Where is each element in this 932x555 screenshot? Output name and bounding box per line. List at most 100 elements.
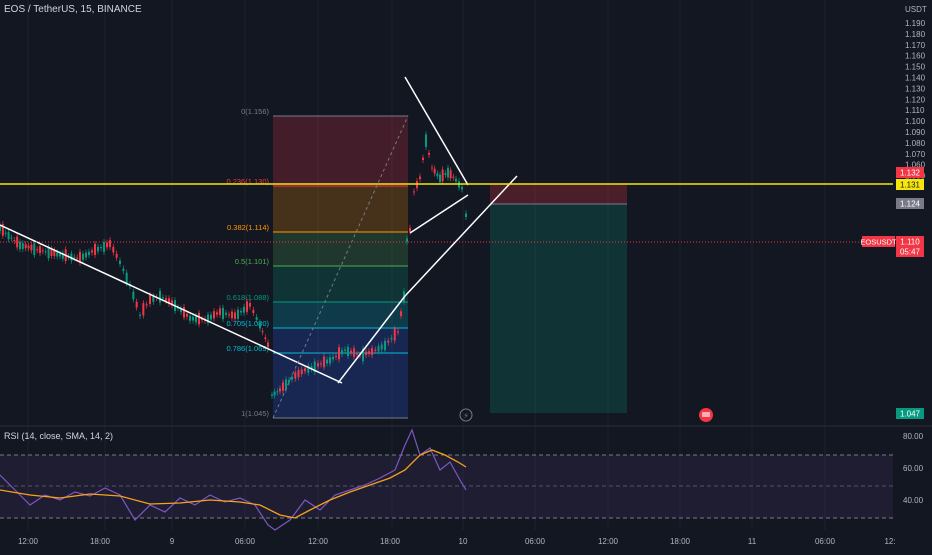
candle-body: [61, 252, 64, 259]
flag-icon[interactable]: [699, 408, 713, 422]
candle-body: [41, 250, 44, 252]
time-tick: 18:00: [670, 537, 691, 546]
candle-body: [310, 366, 313, 370]
candle-body: [109, 240, 111, 248]
fib-zone: [273, 353, 408, 418]
candle-body: [264, 337, 267, 340]
candle-body: [465, 213, 467, 217]
candle-body: [56, 252, 59, 257]
price-tick: 1.170: [905, 41, 926, 50]
uptrend-line-lower[interactable]: [337, 295, 406, 384]
candle-body: [267, 342, 269, 348]
trend-lines[interactable]: [0, 76, 518, 419]
downtrend-line[interactable]: [0, 224, 343, 384]
candle-body: [425, 134, 427, 147]
candle-body: [409, 227, 411, 232]
rsi-axis[interactable]: 80.00 60.00 40.00: [903, 432, 924, 505]
candle-body: [362, 348, 364, 362]
candle-body: [13, 240, 16, 242]
candle-body: [384, 340, 386, 351]
candle-body: [377, 346, 380, 352]
top-box-label: 1.132: [900, 169, 921, 178]
channel-line-upper[interactable]: [404, 175, 518, 297]
candle-body: [4, 232, 7, 234]
fib-zone: [273, 328, 408, 353]
candle-body: [374, 349, 377, 351]
rsi-ma-line: [0, 449, 467, 519]
candle-body: [47, 247, 50, 259]
candle-body: [186, 313, 188, 317]
fib-level-label: 0.382(1.114): [227, 223, 269, 232]
lightning-icon[interactable]: ⚡: [459, 408, 473, 422]
candle-body: [317, 363, 319, 367]
price-tick: 1.060: [905, 161, 926, 170]
fib-retracement[interactable]: 0(1.156) 0.236(1.130) 0.382(1.114) 0.5(1.10…: [226, 107, 408, 419]
rsi-tick: 60.00: [903, 464, 924, 473]
yellow-line-label: 1.131: [900, 181, 921, 190]
entry-label-bg: [896, 198, 924, 209]
fib-level-label: 0.618(1.088): [226, 293, 269, 302]
candle-body: [261, 331, 264, 333]
fib-level-label: 0(1.156): [241, 107, 269, 116]
candle-body: [329, 357, 331, 364]
candle-body: [171, 300, 173, 306]
candle-body: [162, 297, 164, 299]
candle-body: [76, 257, 79, 259]
candle-body: [159, 290, 161, 303]
candle-body: [282, 382, 284, 391]
candle-body: [85, 252, 87, 258]
candle-body: [125, 272, 128, 284]
candle-body: [219, 308, 221, 315]
candle-body: [387, 340, 390, 343]
time-tick: 06:00: [525, 537, 546, 546]
rsi-title[interactable]: RSI (14, close, SMA, 14, 2): [4, 431, 114, 441]
candle-body: [350, 350, 352, 354]
short-position-tool[interactable]: [490, 184, 627, 413]
last-price-bg: [896, 236, 924, 257]
candle-body: [353, 348, 355, 357]
wedge-top-line[interactable]: [404, 76, 469, 186]
candle-body: [225, 312, 227, 315]
price-tick: 1.070: [905, 150, 926, 159]
currency-label: USDT: [905, 5, 927, 14]
candle-body: [79, 251, 81, 263]
time-tick: 18:00: [90, 537, 111, 546]
candle-body: [304, 368, 306, 372]
channel-line-inner[interactable]: [409, 194, 469, 234]
candle-body: [332, 356, 334, 360]
stop-loss-zone: [490, 184, 627, 204]
candle-body: [183, 307, 185, 318]
candle-body: [356, 353, 358, 355]
candle-body: [222, 307, 224, 320]
time-tick: 10: [459, 537, 468, 546]
candle-body: [413, 191, 415, 193]
grid-lines: [27, 0, 826, 530]
price-tick: 1.150: [905, 63, 926, 72]
candle-body: [70, 253, 73, 261]
candle-body: [240, 310, 242, 313]
candle-body: [103, 242, 105, 252]
symbol-title[interactable]: EOS / TetherUS, 15, BINANCE: [4, 4, 142, 15]
fib-zone: [273, 116, 408, 186]
candle-body: [180, 308, 182, 313]
fib-level-label: 0.705(1.080): [226, 319, 269, 328]
candle-body: [320, 363, 322, 365]
candle-body: [73, 256, 76, 258]
svg-text:⚡: ⚡: [463, 412, 469, 421]
candle-body: [112, 246, 115, 253]
candle-body: [393, 328, 396, 341]
candle-body: [44, 251, 47, 253]
candle-body: [210, 314, 212, 320]
time-tick: 11: [748, 537, 757, 546]
candlesticks: [0, 131, 467, 399]
price-tick: 1.180: [905, 30, 926, 39]
candle-body: [297, 370, 300, 378]
candle-body: [198, 312, 200, 325]
candle-body: [291, 376, 293, 380]
time-axis[interactable]: 12:00 18:00 9 06:00 12:00 18:00 10 06:00 12:00 18…: [18, 537, 896, 546]
candle-body: [452, 176, 455, 178]
candle-body: [27, 245, 30, 249]
